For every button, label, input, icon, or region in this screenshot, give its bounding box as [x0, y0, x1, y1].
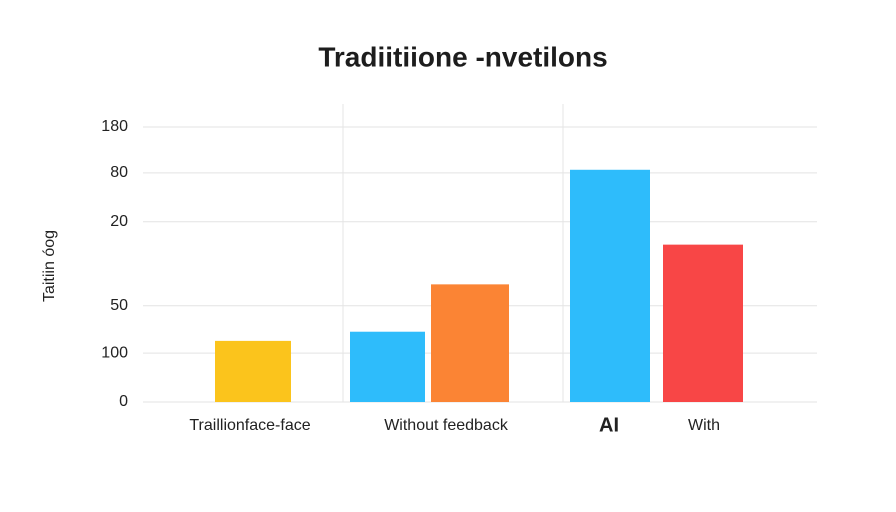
- y-axis-label: Taitiin óog: [41, 230, 58, 302]
- y-tick-label: 100: [101, 344, 128, 361]
- x-tick-label: With: [688, 417, 720, 434]
- bar: [431, 284, 509, 402]
- y-tick-label: 20: [110, 213, 128, 230]
- y-tick-label: 50: [110, 297, 128, 314]
- bar: [215, 340, 291, 402]
- chart-title: Tradiitiione -nvetilons: [318, 41, 607, 72]
- x-tick-label: AI: [599, 414, 619, 436]
- y-tick-label: 80: [110, 164, 128, 181]
- y-tick-label: 0: [119, 393, 128, 410]
- y-tick-label: 180: [101, 118, 128, 135]
- x-tick-label: Traillionface-face: [189, 417, 310, 434]
- x-tick-label: Without feedback: [384, 417, 509, 434]
- bar: [350, 331, 425, 402]
- bar: [663, 244, 743, 402]
- bar: [570, 169, 650, 402]
